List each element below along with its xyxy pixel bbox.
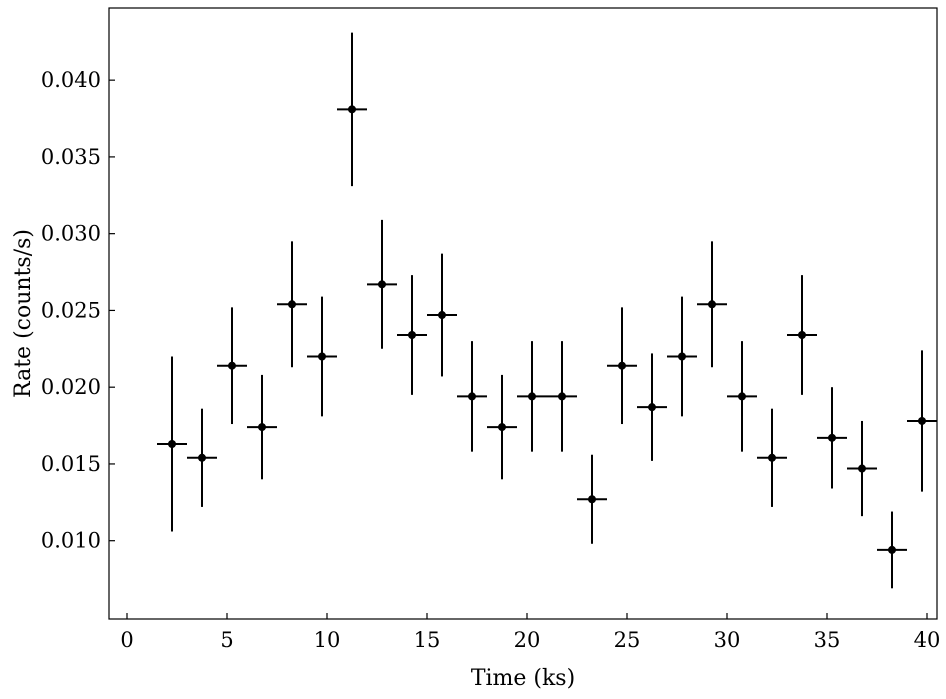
data-point	[487, 374, 517, 480]
data-point	[367, 219, 397, 349]
data-marker	[588, 495, 596, 504]
y-axis-ticks: 0.010 0.015 0.020 0.025 0.030 0.035 0.040	[41, 68, 115, 553]
y-tick-label: 0.020	[41, 375, 101, 399]
data-marker	[318, 352, 326, 361]
data-points	[157, 32, 937, 589]
data-marker	[348, 105, 356, 114]
data-marker	[228, 361, 236, 370]
data-point	[667, 296, 697, 417]
x-tick-label: 25	[614, 628, 641, 652]
data-marker	[408, 330, 416, 339]
data-point	[307, 296, 337, 417]
data-marker	[798, 330, 806, 339]
data-marker	[888, 545, 896, 554]
data-point	[607, 307, 637, 425]
data-point	[517, 341, 547, 452]
data-marker	[528, 392, 536, 401]
x-tick-label: 5	[220, 628, 233, 652]
x-tick-label: 35	[814, 628, 841, 652]
data-point	[427, 253, 457, 377]
data-marker	[468, 392, 476, 401]
data-marker	[738, 392, 746, 401]
y-tick-label: 0.015	[41, 452, 101, 476]
data-point	[547, 341, 577, 452]
data-marker	[918, 416, 926, 425]
data-marker	[558, 392, 566, 401]
data-marker	[828, 433, 836, 442]
data-point	[877, 511, 907, 589]
data-point	[817, 387, 847, 489]
data-marker	[498, 423, 506, 432]
y-tick-label: 0.025	[41, 298, 101, 322]
data-marker	[618, 361, 626, 370]
x-tick-label: 0	[120, 628, 133, 652]
x-axis-label: Time (ks)	[471, 666, 575, 691]
data-point	[187, 408, 217, 507]
x-tick-label: 20	[514, 628, 541, 652]
x-tick-label: 15	[414, 628, 441, 652]
x-axis-ticks: 0 5 10 15 20 25 30 35 40	[120, 613, 940, 652]
data-point	[637, 353, 667, 461]
data-marker	[198, 453, 206, 462]
data-marker	[648, 403, 656, 412]
data-marker	[678, 352, 686, 361]
data-point	[577, 454, 607, 544]
data-point	[397, 275, 427, 395]
data-point	[727, 341, 757, 452]
y-tick-label: 0.030	[41, 222, 101, 246]
data-point	[757, 408, 787, 507]
plot-frame	[108, 7, 938, 620]
data-point	[247, 374, 277, 480]
data-point	[277, 241, 307, 368]
y-tick-label: 0.035	[41, 145, 101, 169]
data-point	[217, 307, 247, 425]
data-marker	[708, 300, 716, 309]
data-marker	[378, 280, 386, 289]
data-marker	[858, 464, 866, 473]
data-point	[787, 275, 817, 395]
x-tick-label: 30	[714, 628, 741, 652]
data-point	[457, 341, 487, 452]
x-tick-label: 10	[314, 628, 341, 652]
data-marker	[768, 453, 776, 462]
data-marker	[168, 439, 176, 448]
y-axis-label: Rate (counts/s)	[11, 229, 36, 398]
data-point	[907, 350, 937, 492]
data-marker	[258, 423, 266, 432]
data-marker	[288, 300, 296, 309]
data-marker	[438, 311, 446, 320]
x-tick-label: 40	[914, 628, 941, 652]
data-point	[337, 32, 367, 187]
data-point	[157, 356, 187, 532]
data-point	[847, 420, 877, 517]
y-tick-label: 0.040	[41, 68, 101, 92]
y-tick-label: 0.010	[41, 529, 101, 553]
data-point	[697, 241, 727, 368]
